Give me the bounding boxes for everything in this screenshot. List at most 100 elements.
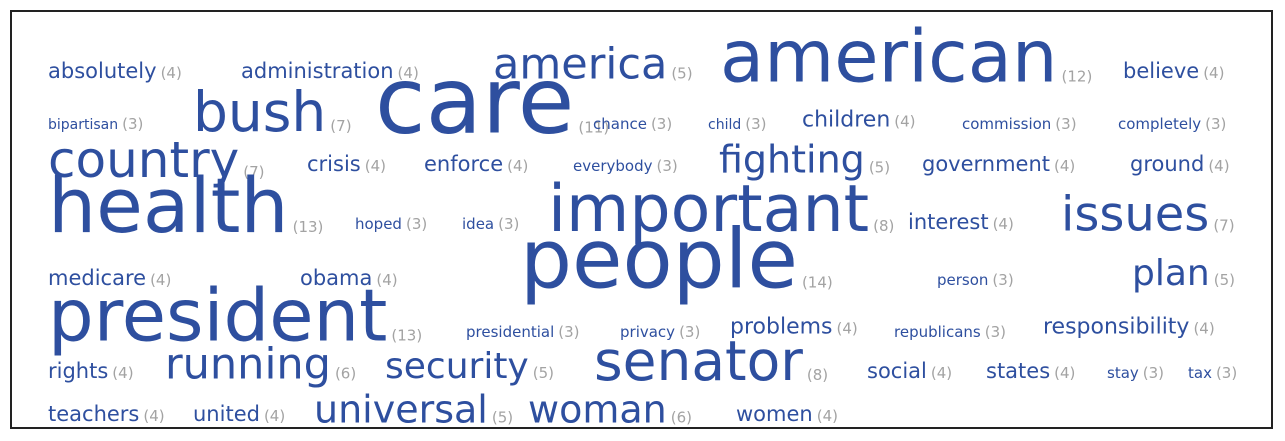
tag-child[interactable]: child (3) xyxy=(708,116,767,134)
tag-completely[interactable]: completely (3) xyxy=(1118,116,1226,132)
tag-crisis[interactable]: crisis (4) xyxy=(307,154,386,175)
tag-states[interactable]: states (4) xyxy=(986,361,1075,382)
tag-word[interactable]: running xyxy=(165,339,331,390)
tag-republicans[interactable]: republicans (3) xyxy=(894,324,1006,340)
tag-problems[interactable]: problems (4) xyxy=(730,316,858,338)
tag-word[interactable]: american xyxy=(720,14,1058,99)
tag-word[interactable]: states xyxy=(986,359,1051,384)
tag-word[interactable]: chance xyxy=(593,115,647,134)
tag-word[interactable]: obama xyxy=(300,266,373,291)
tag-word[interactable]: united xyxy=(193,402,260,427)
tag-word[interactable]: stay xyxy=(1107,364,1139,383)
tag-absolutely[interactable]: absolutely (4) xyxy=(48,61,182,82)
tag-fighting[interactable]: fighting (5) xyxy=(719,141,890,179)
tag-care[interactable]: care (11) xyxy=(375,55,609,147)
tag-word[interactable]: women xyxy=(736,402,813,427)
tag-rights[interactable]: rights (4) xyxy=(48,361,134,382)
tag-word[interactable]: fighting xyxy=(719,137,865,182)
tag-word[interactable]: bush xyxy=(193,80,327,144)
tag-word[interactable]: medicare xyxy=(48,266,147,291)
tag-commission[interactable]: commission (3) xyxy=(962,116,1077,132)
tag-privacy[interactable]: privacy (3) xyxy=(620,324,700,340)
tag-word[interactable]: senator xyxy=(594,329,803,393)
tag-word[interactable]: person xyxy=(937,271,989,290)
tag-word[interactable]: believe xyxy=(1123,59,1200,84)
tag-word[interactable]: everybody xyxy=(573,157,653,176)
tag-word[interactable]: president xyxy=(48,273,388,358)
tag-word[interactable]: republicans xyxy=(894,323,981,342)
tag-women[interactable]: women (4) xyxy=(736,404,838,425)
tag-word[interactable]: administration xyxy=(241,59,394,84)
tag-word[interactable]: responsibility xyxy=(1043,314,1190,340)
tag-word[interactable]: ground xyxy=(1130,152,1205,177)
tag-word[interactable]: plan xyxy=(1132,253,1210,295)
tag-bush[interactable]: bush (7) xyxy=(193,85,352,140)
tag-word[interactable]: commission xyxy=(962,115,1052,134)
tag-ground[interactable]: ground (4) xyxy=(1130,154,1230,175)
tag-tax[interactable]: tax (3) xyxy=(1188,365,1237,381)
tag-word[interactable]: presidential xyxy=(466,323,555,342)
tag-word[interactable]: completely xyxy=(1118,115,1202,134)
tag-word[interactable]: child xyxy=(708,117,742,134)
tag-medicare[interactable]: medicare (4) xyxy=(48,268,171,289)
tag-everybody[interactable]: everybody (3) xyxy=(573,158,678,174)
tag-word[interactable]: health xyxy=(48,161,289,251)
tag-word[interactable]: tax xyxy=(1188,364,1212,383)
tag-children[interactable]: children (4) xyxy=(802,109,916,131)
tag-people[interactable]: people (14) xyxy=(520,219,833,301)
tag-bipartisan[interactable]: bipartisan (3) xyxy=(48,116,143,134)
tag-important[interactable]: important (8) xyxy=(548,177,894,242)
tag-obama[interactable]: obama (4) xyxy=(300,268,398,289)
tag-word[interactable]: idea xyxy=(462,215,495,234)
tag-chance[interactable]: chance (3) xyxy=(593,116,672,132)
tag-word[interactable]: america xyxy=(493,39,668,90)
tag-word[interactable]: security xyxy=(385,346,529,388)
tag-teachers[interactable]: teachers (4) xyxy=(48,404,165,425)
tag-president[interactable]: president (13) xyxy=(48,279,422,351)
tag-word[interactable]: woman xyxy=(528,387,667,429)
tag-america[interactable]: america (5) xyxy=(493,43,693,87)
tag-interest[interactable]: interest (4) xyxy=(908,212,1014,233)
tag-security[interactable]: security (5) xyxy=(385,349,554,385)
tag-word[interactable]: universal xyxy=(314,387,488,429)
tag-word[interactable]: country xyxy=(48,131,240,189)
tag-word[interactable]: enforce xyxy=(424,152,504,177)
tag-united[interactable]: united (4) xyxy=(193,404,285,425)
tag-word[interactable]: rights xyxy=(48,359,109,384)
tag-senator[interactable]: senator (8) xyxy=(594,334,828,389)
tag-word[interactable]: teachers xyxy=(48,402,140,427)
tag-believe[interactable]: believe (4) xyxy=(1123,61,1224,82)
tag-country[interactable]: country (7) xyxy=(48,135,264,185)
tag-stay[interactable]: stay (3) xyxy=(1107,365,1164,381)
tag-responsibility[interactable]: responsibility (4) xyxy=(1043,316,1215,338)
tag-word[interactable]: government xyxy=(922,152,1051,177)
tag-word[interactable]: interest xyxy=(908,210,989,235)
tag-hoped[interactable]: hoped (3) xyxy=(355,216,427,232)
tag-word[interactable]: bipartisan xyxy=(48,117,119,134)
tag-word[interactable]: absolutely xyxy=(48,59,157,84)
tag-idea[interactable]: idea (3) xyxy=(462,216,519,232)
tag-woman[interactable]: woman (6) xyxy=(528,387,692,429)
tag-person[interactable]: person (3) xyxy=(937,272,1014,288)
tag-word[interactable]: crisis xyxy=(307,152,361,177)
tag-universal[interactable]: universal (5) xyxy=(314,387,513,429)
tag-health[interactable]: health (13) xyxy=(48,168,323,244)
tag-running[interactable]: running (6) xyxy=(165,343,356,387)
tag-word[interactable]: care xyxy=(375,47,575,155)
tag-word[interactable]: people xyxy=(520,212,798,308)
tag-word[interactable]: important xyxy=(548,172,870,247)
tag-word[interactable]: social xyxy=(867,359,927,384)
tag-enforce[interactable]: enforce (4) xyxy=(424,154,528,175)
tag-word[interactable]: children xyxy=(802,107,891,133)
tag-word[interactable]: problems xyxy=(730,314,833,340)
tag-word[interactable]: hoped xyxy=(355,215,402,234)
tag-word[interactable]: privacy xyxy=(620,323,676,342)
tag-presidential[interactable]: presidential (3) xyxy=(466,324,580,340)
tag-administration[interactable]: administration (4) xyxy=(241,61,419,82)
tag-word[interactable]: issues xyxy=(1061,186,1210,243)
tag-american[interactable]: american (12) xyxy=(720,20,1092,92)
tag-plan[interactable]: plan (5) xyxy=(1132,256,1235,292)
tag-issues[interactable]: issues (7) xyxy=(1061,191,1235,239)
tag-social[interactable]: social (4) xyxy=(867,361,952,382)
tag-government[interactable]: government (4) xyxy=(922,154,1075,175)
